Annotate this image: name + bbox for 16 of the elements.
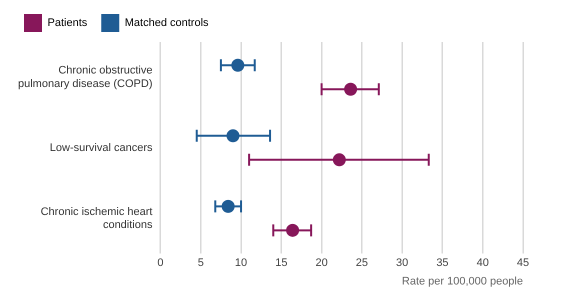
x-tick-label: 15: [275, 257, 288, 270]
x-tick-label: 0: [157, 257, 164, 270]
x-tick-label: 25: [356, 257, 368, 270]
x-tick-label: 5: [198, 257, 204, 270]
legend-label: Patients: [48, 17, 88, 30]
y-tick-label: Chronic ischemic heart conditions: [40, 206, 153, 231]
x-axis-title: Rate per 100,000 people: [402, 275, 523, 288]
x-tick-label: 45: [516, 257, 530, 270]
y-tick-label: Low-survival cancers: [50, 142, 153, 154]
x-tick-label: 40: [476, 257, 489, 270]
y-tick-label: Chronic obstructive pulmonary disease (COPD): [18, 64, 152, 90]
legend-label: Matched controls: [124, 17, 210, 30]
x-tick-label: 35: [436, 257, 449, 270]
x-tick-label: 30: [396, 257, 408, 270]
x-tick-label: 10: [234, 257, 248, 270]
x-tick-label: 20: [315, 257, 328, 270]
